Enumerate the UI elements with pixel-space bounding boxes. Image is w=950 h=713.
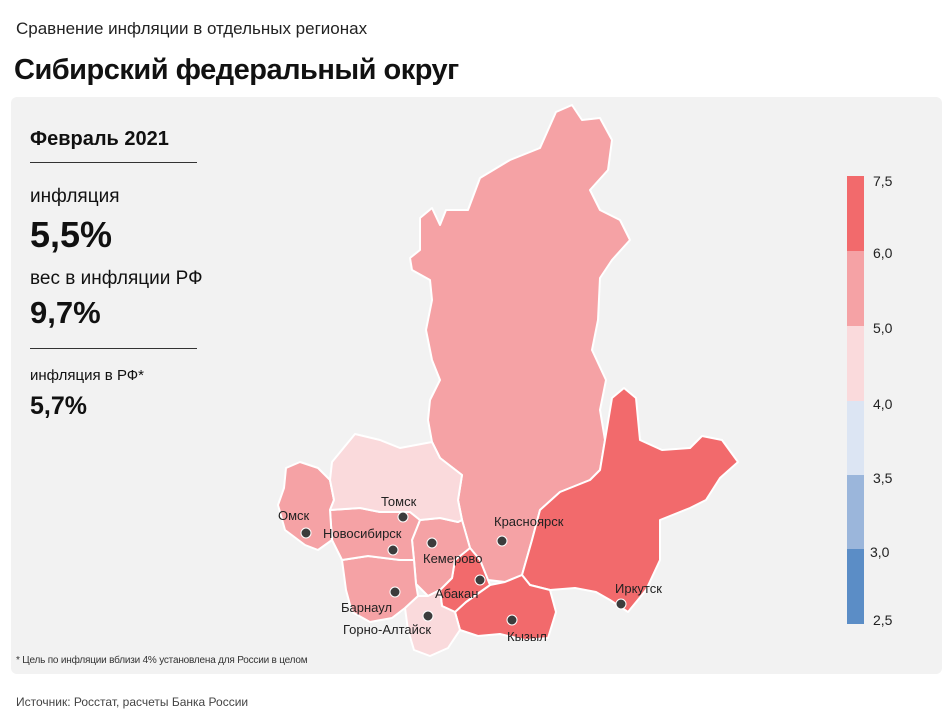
city-markers: Омск Томск Новосибирск Кемерово Краснояр… <box>278 494 662 644</box>
scale-band-40-35 <box>847 401 864 475</box>
legend-scale: 7,5 6,0 5,0 4,0 3,5 3,0 2,5 <box>847 173 893 628</box>
scale-tick-label: 3,5 <box>873 470 893 486</box>
scale-band-60-50 <box>847 251 864 326</box>
city-dot-omsk <box>300 527 312 539</box>
city-dot-tomsk <box>397 511 409 523</box>
scale-tick-label: 7,5 <box>873 173 893 189</box>
city-dot-kemerovo <box>426 537 438 549</box>
weight-value: 9,7% <box>30 295 101 330</box>
city-dot-abakan <box>474 574 486 586</box>
city-label-irkutsk: Иркутск <box>615 581 662 596</box>
city-dot-krasnoyarsk <box>496 535 508 547</box>
city-dot-barnaul <box>389 586 401 598</box>
region-irkutsk <box>521 387 739 613</box>
page-title: Сибирский федеральный округ <box>14 54 459 86</box>
city-dot-novosibirsk <box>387 544 399 556</box>
inflation-label: инфляция <box>30 186 120 207</box>
footnote: * Цель по инфляции вблизи 4% установлена… <box>16 655 308 666</box>
city-dot-kyzyl <box>506 614 518 626</box>
region-tomsk <box>329 433 463 523</box>
city-label-novosibirsk: Новосибирск <box>323 526 402 541</box>
scale-tick-label: 6,0 <box>873 245 893 261</box>
city-label-kemerovo: Кемерово <box>423 551 482 566</box>
scale-band-35-30 <box>847 475 864 549</box>
city-label-gorno-altaysk: Горно-Алтайск <box>343 622 431 637</box>
scale-tick-label: 2,5 <box>873 612 893 628</box>
city-label-barnaul: Барнаул <box>341 600 392 615</box>
city-label-tomsk: Томск <box>381 494 417 509</box>
city-label-omsk: Омск <box>278 508 310 523</box>
rf-inflation-value: 5,7% <box>30 392 87 420</box>
city-dot-irkutsk <box>615 598 627 610</box>
weight-label: вес в инфляции РФ <box>30 268 203 289</box>
divider-bottom <box>30 348 197 349</box>
scale-band-30-25 <box>847 549 864 624</box>
inflation-value: 5,5% <box>30 214 113 255</box>
period-label: Февраль 2021 <box>30 128 169 150</box>
city-label-abakan: Абакан <box>435 586 478 601</box>
city-dot-gorno-altaysk <box>422 610 434 622</box>
scale-band-50-40 <box>847 326 864 401</box>
scale-tick-label: 4,0 <box>873 396 893 412</box>
regions <box>277 104 739 657</box>
region-omsk <box>277 461 335 551</box>
subtitle: Сравнение инфляции в отдельных регионах <box>16 19 368 38</box>
city-label-kyzyl: Кызыл <box>507 629 547 644</box>
city-label-krasnoyarsk: Красноярск <box>494 514 564 529</box>
region-tyva <box>454 574 557 641</box>
rf-inflation-label: инфляция в РФ* <box>30 367 145 384</box>
region-altai-rep <box>404 589 461 657</box>
scale-tick-label: 3,0 <box>870 544 890 560</box>
divider-top <box>30 162 197 163</box>
source-note: Источник: Росстат, расчеты Банка России <box>16 695 249 709</box>
scale-tick-label: 5,0 <box>873 320 893 336</box>
scale-band-75-60 <box>847 176 864 251</box>
